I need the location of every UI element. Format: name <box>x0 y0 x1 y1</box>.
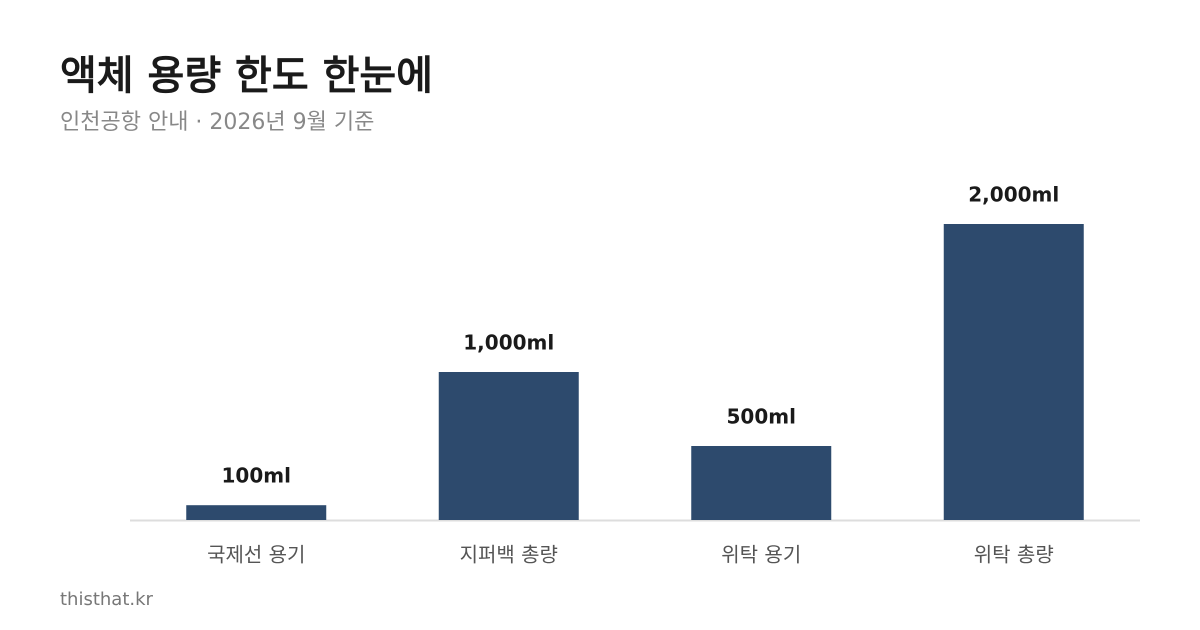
value-label: 500ml <box>727 405 796 429</box>
bar <box>438 372 579 520</box>
value-label: 2,000ml <box>968 183 1059 207</box>
chart-title: 액체 용량 한도 한눈에 <box>60 53 433 99</box>
x-tick-label: 지퍼백 총량 <box>460 543 558 567</box>
x-tick-label: 국제선 용기 <box>207 543 305 567</box>
footer: thisthat.kr <box>60 589 154 610</box>
bar <box>691 446 832 520</box>
chart-subtitle: 인천공항 안내 · 2026년 9월 기준 <box>60 110 374 135</box>
bar <box>943 224 1084 520</box>
x-tick-label: 위탁 용기 <box>721 543 801 567</box>
bar <box>186 505 327 520</box>
value-label: 100ml <box>222 464 291 488</box>
x-tick-label: 위탁 총량 <box>974 543 1054 567</box>
value-label: 1,000ml <box>463 331 554 355</box>
